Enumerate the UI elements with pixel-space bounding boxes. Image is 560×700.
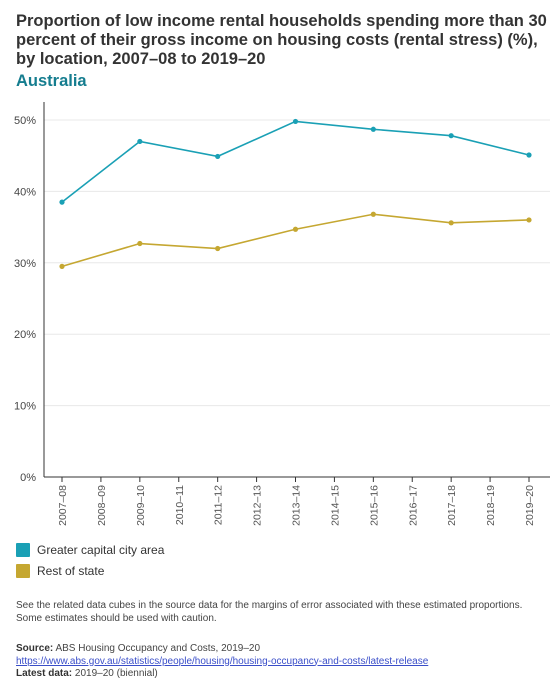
data-point	[215, 153, 221, 160]
y-tick-label: 0%	[20, 472, 36, 484]
x-tick-label: 2009–10	[135, 485, 147, 526]
y-tick-label: 10%	[14, 401, 36, 413]
data-point	[137, 138, 143, 145]
data-point	[137, 240, 143, 247]
data-point	[215, 245, 221, 252]
data-point	[448, 220, 454, 226]
legend-swatch	[16, 543, 30, 557]
latest-data-text: 2019–20 (biennial)	[74, 668, 158, 679]
data-point	[448, 133, 454, 139]
source-block: Source: ABS Housing Occupancy and Costs,…	[16, 643, 428, 681]
x-tick-label: 2010–11	[174, 485, 186, 525]
series-line-2	[61, 213, 530, 268]
x-tick-label: 2017–18	[446, 485, 458, 526]
x-tick-label: 2008–09	[96, 485, 108, 526]
source-label: Source:	[16, 643, 54, 654]
latest-data-line: Latest data: 2019–20 (biennial)	[16, 668, 428, 681]
x-tick-label: 2007–08	[57, 485, 69, 526]
x-tick-label: 2012–13	[252, 485, 264, 526]
y-tick-label: 20%	[14, 329, 36, 341]
data-point	[292, 118, 299, 125]
data-point	[370, 211, 376, 217]
x-tick-label: 2016–17	[407, 485, 419, 526]
data-point	[370, 126, 376, 132]
data-point	[526, 152, 532, 158]
legend: Greater capital city area Rest of state	[16, 540, 164, 582]
chart-subtitle: Australia	[16, 72, 87, 90]
data-point	[59, 199, 65, 205]
x-tick-label: 2014–15	[329, 485, 341, 526]
line-chart: 0%10%20%30%40%50% 2007–08 2008–09 2009–10 2…	[14, 102, 550, 526]
chart-title: Proportion of low income rental househol…	[16, 12, 547, 68]
source-link-line: https://www.abs.gov.au/statistics/people…	[16, 656, 428, 669]
legend-label: Rest of state	[37, 564, 105, 578]
y-tick-label: 50%	[14, 115, 36, 127]
footnote: See the related data cubes in the source…	[16, 600, 523, 624]
series-points	[59, 118, 532, 269]
series-line-1	[61, 120, 530, 203]
data-point	[292, 226, 299, 232]
x-tick-label: 2013–14	[291, 485, 303, 526]
x-tick-label: 2011–12	[213, 485, 225, 525]
data-point	[59, 263, 65, 269]
source-text: ABS Housing Occupancy and Costs, 2019–20	[55, 643, 261, 654]
x-tick-label: 2018–19	[485, 485, 497, 526]
x-tick-label: 2019–20	[524, 485, 536, 526]
y-axis-ticks: 0% 10% 20% 30% 40% 50%	[14, 115, 36, 484]
source-line: Source: ABS Housing Occupancy and Costs,…	[16, 643, 428, 656]
y-tick-label: 40%	[14, 186, 36, 198]
legend-item-greater-capital[interactable]: Greater capital city area	[16, 540, 164, 560]
data-point	[526, 217, 532, 223]
x-axis-ticks: 2007–08 2008–09 2009–10 2010–11 2011–12 2012–…	[57, 477, 536, 526]
latest-data-label: Latest data:	[16, 668, 73, 679]
y-tick-label: 30%	[14, 258, 36, 270]
series-lines	[61, 120, 530, 268]
x-tick-label: 2015–16	[368, 485, 380, 526]
legend-label: Greater capital city area	[37, 543, 165, 557]
gridlines	[43, 102, 550, 478]
source-link[interactable]: https://www.abs.gov.au/statistics/people…	[16, 655, 429, 667]
legend-swatch	[16, 564, 30, 578]
legend-item-rest-of-state[interactable]: Rest of state	[16, 561, 164, 581]
